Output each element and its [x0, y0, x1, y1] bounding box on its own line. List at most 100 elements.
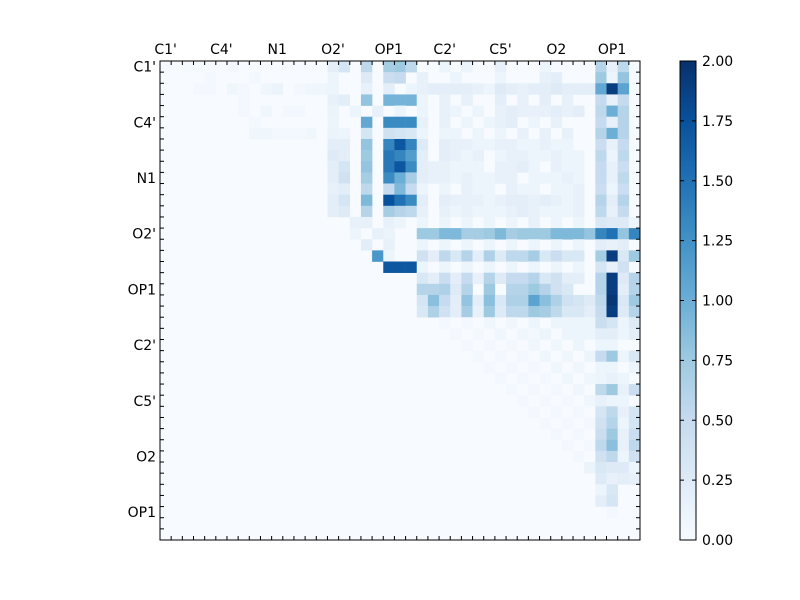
heatmap-cell	[483, 294, 496, 307]
heatmap-cell	[360, 72, 373, 84]
heatmap-cell	[461, 216, 473, 229]
heatmap-cell	[561, 228, 574, 240]
heatmap-cell	[628, 417, 641, 429]
heatmap-cell	[416, 116, 429, 129]
y-tick-label: C2'	[133, 338, 156, 354]
heatmap-cell	[517, 294, 529, 307]
heatmap-cell	[606, 172, 618, 184]
heatmap-cell	[472, 350, 485, 363]
heatmap-cell	[561, 283, 574, 296]
heatmap-cell	[461, 116, 473, 129]
heatmap-cell	[472, 228, 485, 240]
heatmap-cell	[204, 72, 217, 84]
heatmap-cell	[550, 228, 563, 240]
heatmap-cell	[617, 294, 630, 307]
heatmap-cell	[606, 94, 618, 106]
heatmap-cell	[416, 194, 429, 207]
heatmap-cell	[617, 372, 630, 385]
x-tick-label: O2'	[321, 42, 345, 58]
heatmap-cell	[606, 261, 618, 273]
heatmap-cell	[394, 61, 406, 73]
heatmap-cell	[494, 83, 507, 95]
heatmap-cell	[506, 317, 518, 329]
heatmap-cell	[539, 127, 551, 140]
heatmap-cell	[595, 161, 607, 173]
heatmap-cell	[472, 194, 485, 207]
heatmap-cell	[606, 294, 618, 307]
heatmap-cell	[450, 138, 462, 151]
heatmap-cell	[517, 161, 529, 173]
heatmap-cell	[483, 172, 496, 184]
heatmap-cell	[238, 105, 250, 117]
heatmap-cell	[550, 428, 563, 441]
heatmap-cell	[595, 361, 607, 374]
heatmap-cell	[439, 239, 451, 251]
heatmap-cell	[573, 172, 585, 184]
heatmap-cell	[394, 127, 406, 140]
heatmap-cell	[439, 306, 451, 318]
heatmap-cell	[360, 161, 373, 173]
heatmap-cell	[439, 150, 451, 162]
heatmap-cell	[439, 194, 451, 207]
x-tick-label: OP1	[598, 42, 626, 58]
heatmap-cell	[293, 105, 306, 117]
heatmap-cell	[573, 261, 585, 273]
heatmap-cell	[528, 261, 540, 273]
heatmap-cell	[517, 205, 529, 218]
heatmap-cell	[573, 339, 585, 351]
heatmap-cell	[439, 216, 451, 229]
heatmap-cell	[606, 61, 618, 73]
heatmap-cell	[383, 116, 395, 129]
heatmap-cell	[416, 183, 429, 195]
heatmap-cell	[506, 83, 518, 95]
heatmap-cell	[617, 384, 630, 396]
heatmap-cell	[494, 328, 507, 340]
heatmap-cell	[628, 272, 641, 285]
heatmap-cell	[561, 439, 574, 452]
y-tick-label: O2	[136, 450, 156, 466]
heatmap-cell	[483, 339, 496, 351]
heatmap-cell	[506, 138, 518, 151]
heatmap-cell	[528, 183, 540, 195]
heatmap-cell	[606, 194, 618, 207]
heatmap-cell	[606, 506, 618, 519]
heatmap-cell	[416, 172, 429, 184]
heatmap-cell	[628, 350, 641, 363]
heatmap-cell	[416, 272, 429, 285]
heatmap-cell	[628, 317, 641, 329]
heatmap-cell	[383, 138, 395, 151]
heatmap-cell	[561, 127, 574, 140]
heatmap-cell	[550, 105, 563, 117]
heatmap-cell	[606, 272, 618, 285]
heatmap-cell	[461, 172, 473, 184]
heatmap-cell	[606, 328, 618, 340]
heatmap-cell	[539, 138, 551, 151]
heatmap-cell	[427, 172, 440, 184]
heatmap-cell	[472, 83, 485, 95]
heatmap-cell	[617, 283, 630, 296]
heatmap-cell	[617, 395, 630, 407]
heatmap-cell	[327, 105, 339, 117]
heatmap-cell	[327, 138, 339, 151]
heatmap-cell	[360, 205, 373, 218]
heatmap-cell	[338, 205, 351, 218]
heatmap-cell	[416, 228, 429, 240]
heatmap-cell	[539, 172, 551, 184]
heatmap-cell	[472, 183, 485, 195]
heatmap-cell	[528, 250, 540, 262]
heatmap-cell	[394, 194, 406, 207]
heatmap-cell	[595, 105, 607, 117]
heatmap-cell	[550, 261, 563, 273]
heatmap-cell	[394, 261, 406, 273]
heatmap-cell	[461, 138, 473, 151]
y-tick-label: C1'	[133, 60, 156, 76]
heatmap-cell	[349, 216, 362, 229]
heatmap-cell	[483, 183, 496, 195]
heatmap-cell	[573, 250, 585, 262]
heatmap-cell	[595, 138, 607, 151]
heatmap-cell	[573, 317, 585, 329]
heatmap-cell	[606, 205, 618, 218]
heatmap-cell	[595, 194, 607, 207]
heatmap-cell	[528, 272, 540, 285]
heatmap-cell	[506, 294, 518, 307]
